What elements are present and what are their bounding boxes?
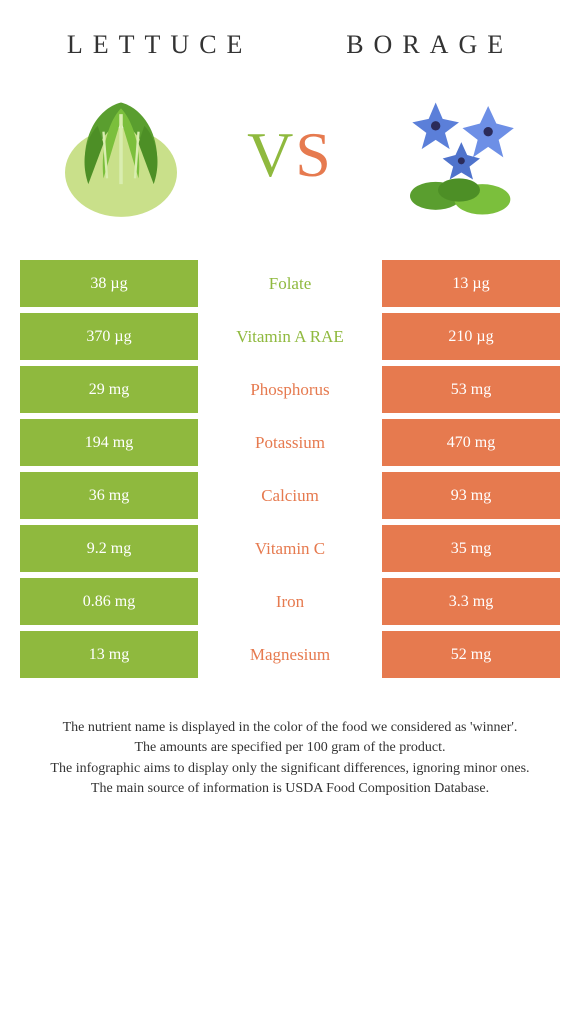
vs-s-letter: S bbox=[295, 119, 333, 190]
nutrient-name-cell: Vitamin A RAE bbox=[201, 313, 379, 360]
header-row: LETTUCE BORAGE bbox=[0, 0, 580, 70]
right-value-cell: 93 mg bbox=[382, 472, 560, 519]
vs-label: VS bbox=[247, 118, 333, 192]
footer-line: The nutrient name is displayed in the co… bbox=[20, 718, 560, 738]
left-value-cell: 9.2 mg bbox=[20, 525, 198, 572]
left-value-cell: 36 mg bbox=[20, 472, 198, 519]
table-row: 370 µgVitamin A RAE210 µg bbox=[20, 313, 560, 360]
table-row: 0.86 mgIron3.3 mg bbox=[20, 578, 560, 625]
nutrition-table: 38 µgFolate13 µg 370 µgVitamin A RAE210 µ… bbox=[20, 260, 560, 678]
vs-v-letter: V bbox=[247, 119, 295, 190]
left-value-cell: 38 µg bbox=[20, 260, 198, 307]
left-value-cell: 29 mg bbox=[20, 366, 198, 413]
nutrient-name-cell: Folate bbox=[201, 260, 379, 307]
right-value-cell: 470 mg bbox=[382, 419, 560, 466]
table-row: 13 mgMagnesium52 mg bbox=[20, 631, 560, 678]
images-row: VS bbox=[0, 70, 580, 260]
footer-notes: The nutrient name is displayed in the co… bbox=[20, 718, 560, 799]
nutrient-name-cell: Iron bbox=[201, 578, 379, 625]
right-value-cell: 3.3 mg bbox=[382, 578, 560, 625]
table-row: 9.2 mgVitamin C35 mg bbox=[20, 525, 560, 572]
left-food-title: LETTUCE bbox=[67, 30, 253, 60]
borage-image bbox=[384, 80, 534, 230]
right-food-title: BORAGE bbox=[346, 30, 513, 60]
nutrient-name-cell: Vitamin C bbox=[201, 525, 379, 572]
footer-line: The main source of information is USDA F… bbox=[20, 779, 560, 799]
left-value-cell: 370 µg bbox=[20, 313, 198, 360]
right-value-cell: 210 µg bbox=[382, 313, 560, 360]
table-row: 194 mgPotassium470 mg bbox=[20, 419, 560, 466]
table-row: 38 µgFolate13 µg bbox=[20, 260, 560, 307]
nutrient-name-cell: Potassium bbox=[201, 419, 379, 466]
left-value-cell: 0.86 mg bbox=[20, 578, 198, 625]
table-row: 29 mgPhosphorus53 mg bbox=[20, 366, 560, 413]
table-row: 36 mgCalcium93 mg bbox=[20, 472, 560, 519]
lettuce-image bbox=[46, 80, 196, 230]
footer-line: The infographic aims to display only the… bbox=[20, 759, 560, 779]
right-value-cell: 53 mg bbox=[382, 366, 560, 413]
right-value-cell: 52 mg bbox=[382, 631, 560, 678]
nutrient-name-cell: Calcium bbox=[201, 472, 379, 519]
nutrient-name-cell: Magnesium bbox=[201, 631, 379, 678]
left-value-cell: 194 mg bbox=[20, 419, 198, 466]
right-value-cell: 13 µg bbox=[382, 260, 560, 307]
left-value-cell: 13 mg bbox=[20, 631, 198, 678]
nutrient-name-cell: Phosphorus bbox=[201, 366, 379, 413]
right-value-cell: 35 mg bbox=[382, 525, 560, 572]
footer-line: The amounts are specified per 100 gram o… bbox=[20, 738, 560, 758]
